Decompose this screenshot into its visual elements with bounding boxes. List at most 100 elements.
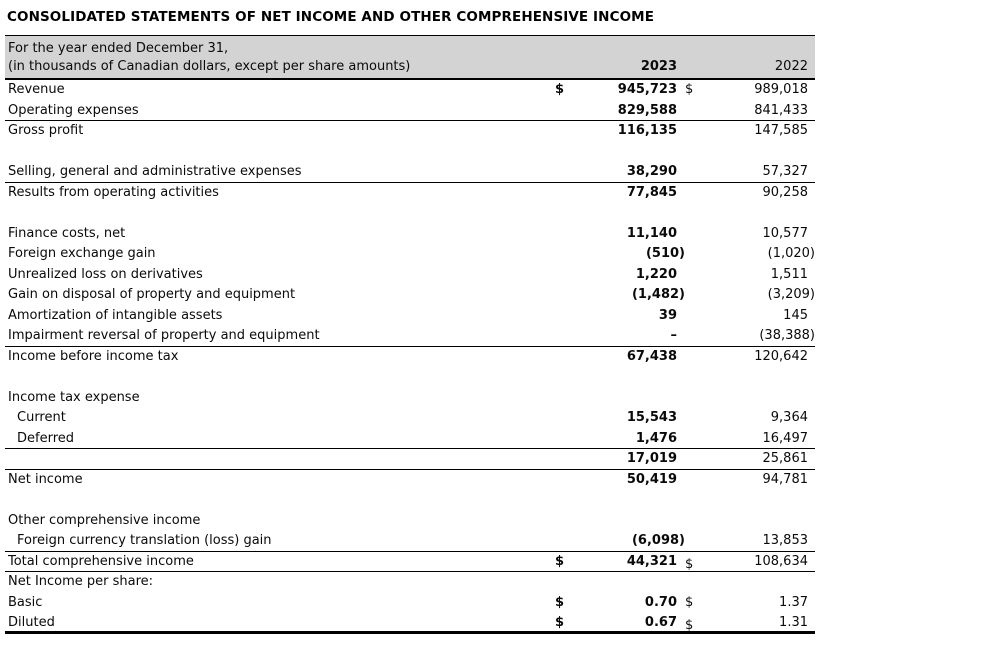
value-2023: (510): [645, 246, 685, 261]
row-label: Deferred: [17, 430, 75, 446]
value-2023: 39: [658, 307, 677, 323]
value-2022: 1.37: [779, 594, 808, 610]
row-label: Revenue: [8, 82, 65, 97]
table-row: Impairment reversal of property and equi…: [5, 326, 815, 347]
row-label: Income tax expense: [8, 389, 140, 405]
page-title: CONSOLIDATED STATEMENTS OF NET INCOME AN…: [7, 9, 655, 25]
value-2023: 0.70: [644, 594, 677, 610]
currency-symbol-2022: $: [685, 82, 694, 97]
table-body: Revenue $ 945,723 $ 989,018 Operating ex…: [5, 80, 815, 634]
value-2022: 147,585: [754, 123, 808, 138]
value-2022: 90,258: [762, 184, 809, 200]
column-header-2022: 2022: [774, 59, 808, 74]
spacer-row: [5, 367, 815, 388]
table-row: Results from operating activities 77,845…: [5, 183, 815, 204]
value-2023: 15,543: [626, 410, 677, 425]
value-2023: 1,476: [635, 430, 677, 446]
value-2023: 44,321: [626, 553, 677, 569]
value-2023: 0.67: [644, 615, 677, 630]
table-row: Amortization of intangible assets 39 145: [5, 306, 815, 327]
value-2023: 77,845: [626, 184, 677, 200]
table-header-caption: For the year ended December 31, (in thou…: [5, 36, 547, 78]
row-label: Income before income tax: [8, 348, 179, 364]
table-row: Diluted $ 0.67 $ 1.31: [5, 613, 815, 634]
value-2022: 9,364: [770, 410, 808, 425]
table-row: Income tax expense: [5, 388, 815, 409]
table-row: Foreign exchange gain (510) (1,020): [5, 244, 815, 265]
row-label: Gross profit: [8, 123, 84, 138]
currency-symbol-2023: $: [555, 594, 565, 610]
table-row: 17,019 25,861: [5, 449, 815, 470]
value-2023: 1,220: [635, 266, 677, 282]
table-row: Unrealized loss on derivatives 1,220 1,5…: [5, 265, 815, 286]
row-label: Net income: [8, 471, 83, 487]
currency-symbol-2022: $: [685, 594, 694, 610]
row-label: Other comprehensive income: [8, 512, 201, 528]
value-2023: 67,438: [626, 348, 677, 364]
value-2023: –: [670, 328, 678, 343]
row-label: Results from operating activities: [8, 184, 219, 200]
row-label: Operating expenses: [8, 102, 139, 118]
table-header-band: For the year ended December 31, (in thou…: [5, 35, 815, 80]
value-2022: 10,577: [762, 225, 809, 241]
value-2022: (3,209): [767, 287, 815, 302]
value-2022: (38,388): [759, 328, 815, 343]
column-header-2023: 2023: [640, 59, 677, 74]
table-row: Basic $ 0.70 $ 1.37: [5, 593, 815, 614]
table-row: Net income 50,419 94,781: [5, 470, 815, 491]
header-units-line: (in thousands of Canadian dollars, excep…: [8, 58, 411, 74]
row-label: Basic: [8, 594, 43, 610]
value-2023: 38,290: [626, 164, 677, 179]
income-statement-table: For the year ended December 31, (in thou…: [5, 35, 815, 634]
value-2022: 108,634: [754, 553, 808, 569]
currency-symbol-2022: $: [685, 556, 694, 572]
table-row: Other comprehensive income: [5, 511, 815, 532]
row-label: Selling, general and administrative expe…: [8, 164, 302, 179]
spacer-row: [5, 203, 815, 224]
value-2022: 16,497: [762, 430, 809, 446]
table-row: Operating expenses 829,588 841,433: [5, 101, 815, 121]
row-label: Impairment reversal of property and equi…: [8, 328, 320, 343]
table-row: Current 15,543 9,364: [5, 408, 815, 429]
row-label: Foreign exchange gain: [8, 246, 156, 261]
value-2023: (6,098): [631, 533, 685, 548]
value-2023: 116,135: [617, 123, 677, 138]
row-label: Unrealized loss on derivatives: [8, 266, 203, 282]
value-2023: 11,140: [626, 225, 677, 241]
currency-symbol-2022: $: [685, 618, 694, 633]
value-2023: 17,019: [626, 451, 677, 466]
row-label: Foreign currency translation (loss) gain: [17, 533, 272, 548]
currency-symbol-2023: $: [555, 82, 565, 97]
table-row: Revenue $ 945,723 $ 989,018: [5, 80, 815, 101]
table-row: Foreign currency translation (loss) gain…: [5, 531, 815, 552]
value-2023: (1,482): [631, 287, 685, 302]
value-2022: 13,853: [762, 533, 809, 548]
header-period-line: For the year ended December 31,: [8, 41, 229, 56]
value-2022: 120,642: [754, 348, 808, 364]
table-row: Total comprehensive income $ 44,321 $ 10…: [5, 552, 815, 572]
row-label: Finance costs, net: [8, 225, 126, 241]
table-row: Selling, general and administrative expe…: [5, 162, 815, 183]
spacer-row: [5, 490, 815, 511]
row-label: Current: [17, 410, 66, 425]
value-2023: 829,588: [617, 102, 677, 118]
value-2022: 989,018: [754, 82, 808, 97]
table-row: Income before income tax 67,438 120,642: [5, 347, 815, 368]
value-2022: 25,861: [762, 451, 809, 466]
row-label: Diluted: [8, 615, 55, 630]
value-2023: 945,723: [617, 82, 677, 97]
header-currency-gap: [547, 74, 561, 78]
table-row: Gain on disposal of property and equipme…: [5, 285, 815, 306]
row-label: Net Income per share:: [8, 574, 154, 589]
table-row: Finance costs, net 11,140 10,577: [5, 224, 815, 245]
value-2022: 145: [783, 307, 808, 323]
currency-symbol-2023: $: [555, 615, 565, 630]
row-label: Gain on disposal of property and equipme…: [8, 287, 296, 302]
value-2022: (1,020): [767, 246, 815, 261]
value-2022: 94,781: [762, 471, 809, 487]
header-currency-gap-2: [685, 74, 696, 78]
value-2022: 841,433: [754, 102, 808, 118]
currency-symbol-2023: $: [555, 553, 565, 569]
row-label: Total comprehensive income: [8, 553, 194, 569]
